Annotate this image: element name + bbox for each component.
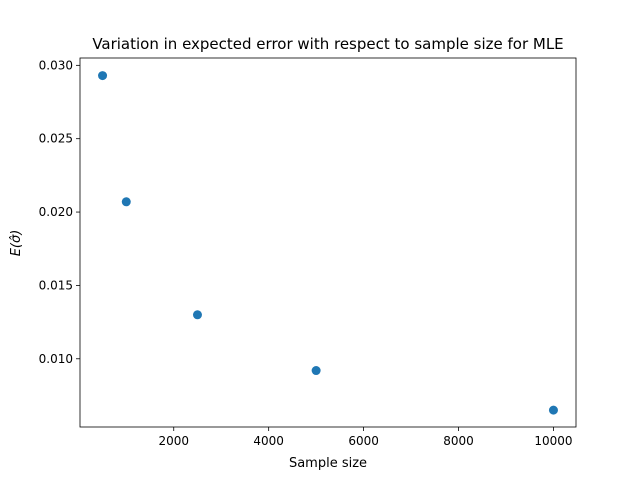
y-tick-label: 0.010 <box>39 352 73 366</box>
x-tick-label: 6000 <box>348 434 379 448</box>
plot-area: 2000 4000 6000 8000 10000 0.0100.0150.0200.0… <box>39 57 577 448</box>
x-axis-label: Sample size <box>289 456 367 471</box>
x-tick-label: 10000 <box>534 434 572 448</box>
chart-title: Variation in expected error with respect… <box>92 35 563 53</box>
data-point <box>311 366 321 376</box>
x-tick-label: 2000 <box>158 434 189 448</box>
y-tick-label: 0.020 <box>39 205 73 219</box>
x-axis: 2000 4000 6000 8000 10000 <box>158 427 573 448</box>
data-point <box>121 197 131 207</box>
y-tick-label: 0.030 <box>39 58 73 72</box>
x-tick-label: 4000 <box>253 434 284 448</box>
y-tick-label: 0.015 <box>39 278 73 292</box>
data-point <box>98 71 108 81</box>
y-tick-label: 0.025 <box>39 132 73 146</box>
data-point <box>548 405 558 415</box>
plot-frame <box>79 57 577 428</box>
y-axis: 0.010 0.015 0.020 0.025 0.030 <box>39 58 80 366</box>
data-series <box>98 71 558 415</box>
data-point <box>192 310 202 320</box>
x-tick-label: 8000 <box>443 434 474 448</box>
y-axis-label: E(σ̂) <box>9 230 24 257</box>
